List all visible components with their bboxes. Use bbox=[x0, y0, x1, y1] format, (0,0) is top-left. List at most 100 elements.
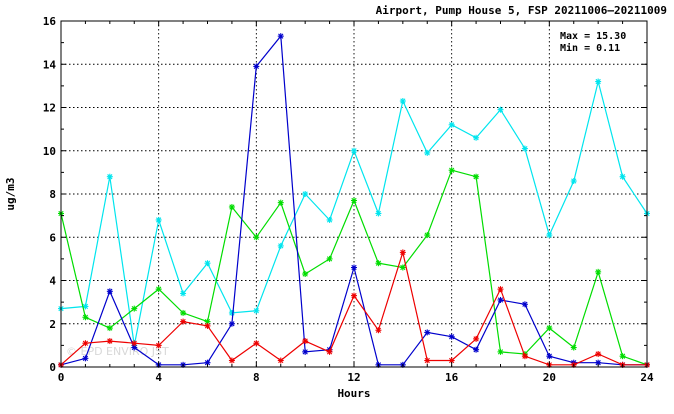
data-point bbox=[399, 264, 406, 271]
data-point bbox=[521, 145, 528, 152]
data-point bbox=[131, 340, 138, 347]
data-point bbox=[619, 173, 626, 180]
data-point bbox=[277, 242, 284, 249]
data-point bbox=[253, 234, 260, 241]
data-point bbox=[155, 286, 162, 293]
x-tick-label: 16 bbox=[445, 371, 459, 384]
y-tick-label: 14 bbox=[43, 58, 57, 71]
data-point bbox=[82, 355, 89, 362]
data-point bbox=[351, 264, 357, 271]
data-point bbox=[473, 335, 480, 342]
data-point bbox=[253, 340, 260, 347]
y-tick-label: 4 bbox=[49, 275, 56, 288]
x-tick-label: 4 bbox=[155, 371, 162, 384]
data-point bbox=[326, 348, 333, 355]
data-point bbox=[497, 106, 504, 113]
data-point bbox=[521, 353, 528, 360]
data-point bbox=[595, 351, 602, 358]
x-tick-label: 0 bbox=[58, 371, 65, 384]
data-point bbox=[106, 338, 113, 345]
data-point bbox=[399, 98, 406, 105]
data-point bbox=[180, 290, 187, 297]
data-point bbox=[228, 320, 235, 327]
max-label: Max = 15.30 bbox=[560, 31, 626, 42]
data-point bbox=[424, 357, 431, 364]
data-point bbox=[351, 292, 357, 299]
y-tick-label: 0 bbox=[49, 361, 56, 374]
data-point bbox=[570, 178, 577, 185]
x-tick-label: 12 bbox=[347, 371, 360, 384]
data-point bbox=[204, 322, 211, 329]
data-point bbox=[302, 191, 309, 197]
data-point bbox=[302, 338, 309, 345]
y-tick-label: 8 bbox=[49, 188, 56, 201]
data-point bbox=[473, 173, 480, 180]
data-point bbox=[302, 348, 309, 355]
data-point bbox=[106, 173, 113, 180]
data-point bbox=[155, 216, 162, 223]
data-point bbox=[228, 357, 235, 364]
y-tick-label: 16 bbox=[43, 15, 57, 28]
data-point bbox=[253, 307, 260, 314]
x-tick-label: 20 bbox=[543, 371, 556, 384]
grid-layer bbox=[61, 21, 647, 367]
data-point bbox=[375, 260, 382, 267]
data-point bbox=[546, 325, 553, 332]
data-point bbox=[253, 63, 260, 70]
watermark: © EPD ENVIRO JST bbox=[66, 345, 169, 358]
data-point bbox=[448, 333, 455, 340]
y-axis-label: ug/m3 bbox=[4, 177, 17, 210]
data-point bbox=[424, 329, 431, 336]
data-point bbox=[302, 271, 309, 278]
data-point bbox=[82, 340, 89, 347]
data-point bbox=[595, 78, 602, 85]
data-point bbox=[277, 357, 284, 364]
data-point bbox=[228, 309, 235, 316]
data-point bbox=[277, 33, 284, 40]
data-point bbox=[497, 348, 504, 355]
chart-title: Airport, Pump House 5, FSP 20211006–2021… bbox=[376, 4, 667, 17]
x-tick-label: 24 bbox=[640, 371, 654, 384]
data-point bbox=[473, 346, 480, 353]
data-point bbox=[424, 149, 431, 156]
data-point bbox=[521, 301, 528, 308]
data-point bbox=[180, 309, 187, 316]
data-point bbox=[448, 167, 455, 174]
series-2 bbox=[58, 167, 650, 368]
data-point bbox=[497, 296, 504, 303]
data-point bbox=[351, 197, 357, 204]
data-point bbox=[180, 318, 187, 325]
data-point bbox=[351, 147, 357, 154]
y-tick-label: 2 bbox=[49, 318, 56, 331]
data-point bbox=[155, 342, 162, 349]
data-point bbox=[375, 210, 382, 217]
y-tick-label: 6 bbox=[49, 231, 56, 244]
data-point bbox=[546, 353, 553, 360]
data-point bbox=[204, 260, 211, 267]
data-point bbox=[375, 327, 382, 334]
data-point bbox=[424, 232, 431, 239]
data-point bbox=[473, 134, 480, 141]
y-tick-label: 12 bbox=[43, 102, 56, 115]
data-point bbox=[399, 249, 406, 256]
data-point bbox=[570, 344, 577, 351]
data-point bbox=[82, 314, 89, 321]
data-point bbox=[326, 255, 333, 262]
x-axis-label: Hours bbox=[337, 387, 370, 400]
data-point bbox=[106, 288, 113, 295]
y-tick-label: 10 bbox=[43, 145, 56, 158]
data-point bbox=[497, 286, 504, 293]
data-point bbox=[277, 199, 284, 206]
data-point bbox=[326, 216, 333, 223]
data-point bbox=[546, 232, 553, 239]
data-point bbox=[448, 121, 455, 128]
data-point bbox=[106, 325, 113, 332]
data-point bbox=[619, 353, 626, 360]
data-point bbox=[595, 268, 602, 275]
x-tick-label: 8 bbox=[253, 371, 260, 384]
data-point bbox=[228, 203, 235, 210]
min-label: Min = 0.11 bbox=[560, 42, 620, 54]
